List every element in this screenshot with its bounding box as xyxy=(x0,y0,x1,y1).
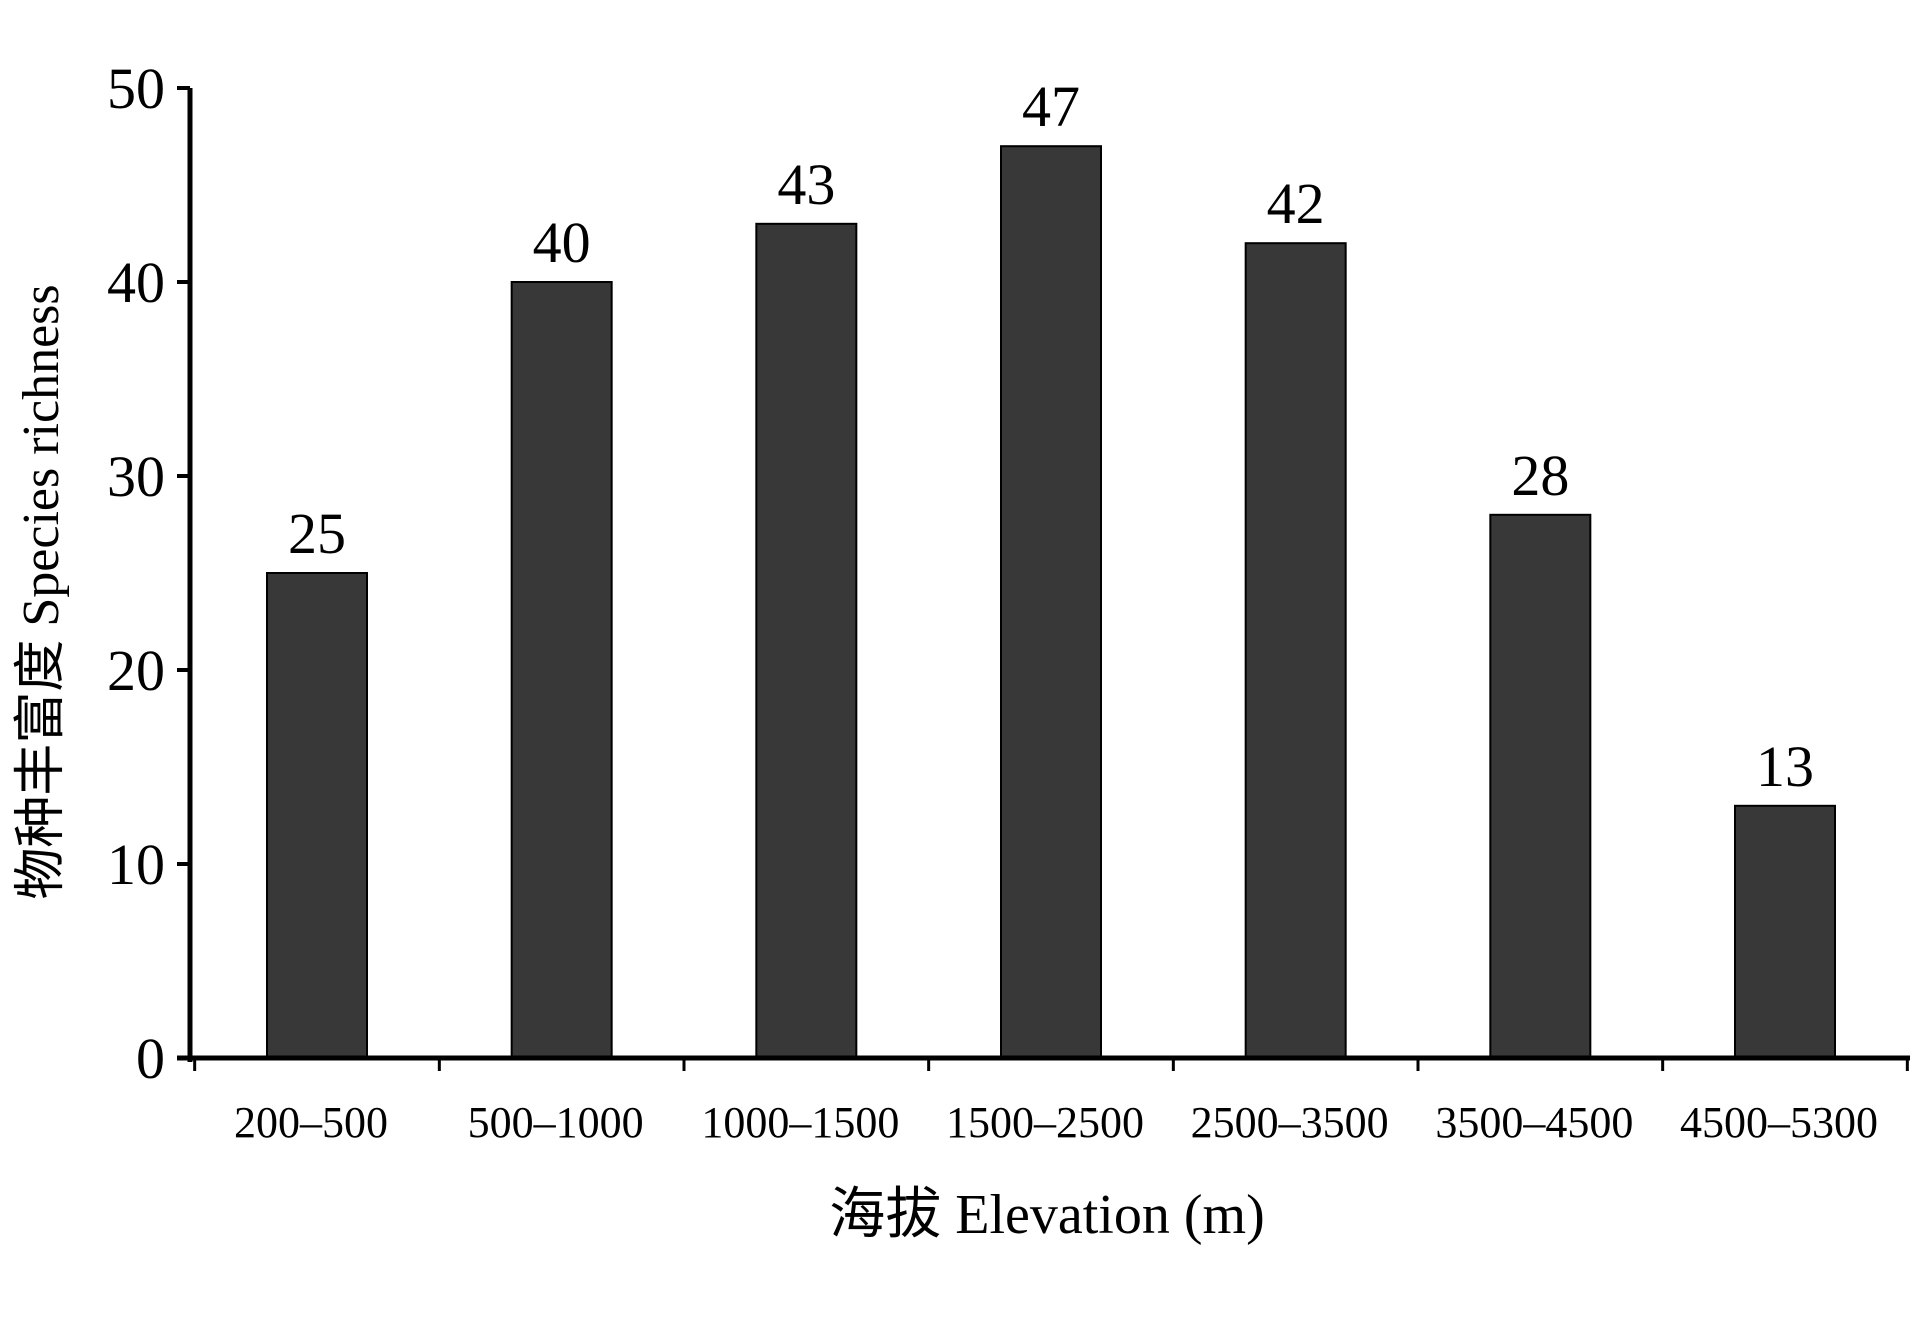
bar-1 xyxy=(266,572,368,1059)
x-tick-label-3: 1000–1500 xyxy=(701,1098,899,1147)
data-label-6: 28 xyxy=(1511,443,1569,508)
bar-5 xyxy=(1244,242,1347,1059)
data-label-7: 13 xyxy=(1756,734,1814,799)
x-tick-label-6: 3500–4500 xyxy=(1435,1098,1633,1147)
bar-2 xyxy=(510,281,613,1059)
x-tick-label-5: 2500–3500 xyxy=(1191,1098,1389,1147)
x-tick-label-4: 1500–2500 xyxy=(946,1098,1144,1147)
data-labels-layer: 25 40 43 47 42 28 13 xyxy=(288,74,1814,799)
bar-3 xyxy=(755,222,858,1060)
data-label-4: 47 xyxy=(1022,74,1080,139)
y-tick-label-30: 30 xyxy=(107,444,165,509)
bar-7 xyxy=(1734,804,1836,1059)
y-tick-label-10: 10 xyxy=(107,832,165,897)
data-label-5: 42 xyxy=(1267,171,1325,236)
bar-6 xyxy=(1489,513,1592,1059)
x-tick-label-7: 4500–5300 xyxy=(1680,1098,1878,1147)
data-label-3: 43 xyxy=(777,152,835,217)
x-tick-label-2: 500–1000 xyxy=(468,1098,644,1147)
y-tick-label-50: 50 xyxy=(107,56,165,121)
y-tick-label-20: 20 xyxy=(107,638,165,703)
data-label-2: 40 xyxy=(533,210,591,275)
x-axis: 200–500 500–1000 1000–1500 1500–2500 2500–35… xyxy=(177,1055,1910,1147)
bars-layer xyxy=(266,145,1836,1060)
y-tick-label-40: 40 xyxy=(107,250,165,315)
bar-4 xyxy=(1000,145,1102,1059)
y-axis-title: 物种丰富度 Species richness xyxy=(13,284,70,899)
x-axis-title: 海拔 Elevation (m) xyxy=(829,1184,1264,1246)
data-label-1: 25 xyxy=(288,501,346,566)
y-axis: 0 10 20 30 40 50 xyxy=(107,56,193,1091)
y-tick-label-0: 0 xyxy=(136,1026,165,1091)
x-tick-label-1: 200–500 xyxy=(234,1098,388,1147)
